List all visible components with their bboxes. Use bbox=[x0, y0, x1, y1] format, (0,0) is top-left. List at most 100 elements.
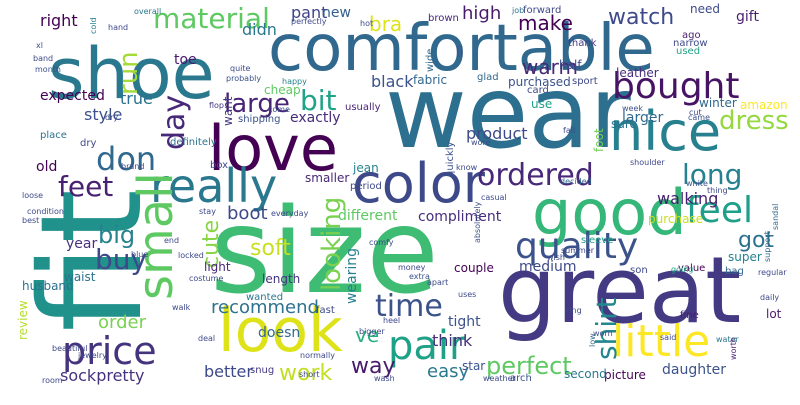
word-bra: bra bbox=[369, 12, 402, 36]
word-cold: cold bbox=[89, 17, 98, 34]
word-daily: daily bbox=[760, 293, 779, 302]
word-condition: condition bbox=[27, 207, 64, 216]
word-jewelry: jewelry bbox=[77, 351, 107, 360]
word-super: super bbox=[728, 250, 762, 264]
word-used: used bbox=[676, 46, 700, 57]
word-feet: feet bbox=[58, 170, 113, 203]
word-walk: walk bbox=[172, 303, 191, 312]
word-waist: waist bbox=[64, 270, 96, 284]
word-great: great bbox=[498, 237, 741, 344]
word-love: love bbox=[208, 112, 338, 185]
word-wanted: wanted bbox=[246, 292, 283, 303]
word-beautiful: beautiful bbox=[52, 344, 87, 353]
word-fine: fine bbox=[680, 310, 699, 321]
word-quickly: quickly bbox=[445, 141, 456, 177]
word-true: true bbox=[120, 89, 153, 108]
word-overall: overall bbox=[134, 7, 161, 16]
word-style: style bbox=[84, 105, 122, 124]
word-summer: summer bbox=[561, 246, 595, 255]
word-half: half bbox=[559, 58, 582, 72]
word-glad: glad bbox=[477, 72, 499, 83]
word-snug: snug bbox=[250, 365, 274, 376]
word-sandal: sandal bbox=[771, 204, 780, 230]
word-fit: fit bbox=[11, 189, 174, 332]
word-locked: locked bbox=[178, 251, 204, 260]
word-quality: quality bbox=[515, 226, 638, 267]
word-pair: pair bbox=[388, 323, 466, 369]
word-come: come bbox=[268, 105, 290, 114]
word-different: different bbox=[338, 208, 398, 224]
word-gift: gift bbox=[736, 9, 759, 25]
word-new: new bbox=[322, 5, 351, 21]
word-look: look bbox=[218, 296, 343, 366]
word-know: know bbox=[456, 163, 478, 172]
word-low: low bbox=[588, 333, 597, 347]
word-expected: expected bbox=[40, 88, 105, 104]
word-water: water bbox=[716, 335, 740, 344]
word-money: money bbox=[398, 263, 426, 272]
word-order: order bbox=[98, 312, 147, 333]
word-old: old bbox=[36, 159, 57, 175]
word-room: room bbox=[42, 376, 63, 385]
word-second: second bbox=[564, 367, 607, 381]
word-everyday: everyday bbox=[271, 209, 309, 218]
word-light: light bbox=[204, 260, 231, 274]
word-worn: worn bbox=[593, 329, 613, 338]
word-bag: bag bbox=[725, 266, 744, 277]
word-wearing: wearing bbox=[344, 248, 360, 304]
word-large: large bbox=[224, 89, 290, 119]
word-extra: extra bbox=[409, 272, 430, 281]
word-husband: husband bbox=[22, 279, 74, 293]
word-doesn: doesn bbox=[258, 325, 300, 341]
word-brand: brand bbox=[121, 162, 144, 171]
word-cut: cut bbox=[689, 108, 702, 117]
word-flop: flop bbox=[209, 101, 224, 110]
word-sure: sure bbox=[611, 117, 637, 131]
word-color: color bbox=[352, 152, 486, 215]
word-comfortable: comfortable bbox=[268, 12, 655, 86]
word-end: end bbox=[164, 236, 179, 245]
word-job: job bbox=[511, 6, 524, 15]
word-amazon: amazon bbox=[740, 98, 788, 112]
word-better: better bbox=[204, 362, 253, 381]
word-good: good bbox=[532, 176, 687, 249]
word-size: size bbox=[210, 182, 439, 320]
word-weather: weather bbox=[483, 374, 516, 383]
word-xl: xl bbox=[36, 41, 43, 50]
word-definitely: definitely bbox=[170, 137, 217, 148]
word-shoe: shoe bbox=[48, 33, 215, 115]
word-hand: hand bbox=[108, 23, 128, 32]
word-bought: bought bbox=[612, 66, 739, 107]
word-purchased: purchased bbox=[508, 75, 571, 89]
word-bigger: bigger bbox=[359, 327, 385, 336]
word-best: best bbox=[22, 216, 39, 225]
word-smaller: smaller bbox=[305, 171, 349, 185]
word-ago: ago bbox=[682, 30, 701, 41]
word-deal: deal bbox=[198, 334, 215, 343]
word-work: work bbox=[279, 361, 332, 386]
word-buy: buy bbox=[95, 243, 147, 276]
word-dry: dry bbox=[80, 138, 96, 149]
word-thing: thing bbox=[707, 186, 728, 195]
word-going: going bbox=[671, 265, 693, 274]
word-exactly: exactly bbox=[290, 110, 341, 126]
word-recommend: recommend bbox=[211, 297, 319, 318]
word-casual: casual bbox=[481, 193, 507, 202]
word-compliment: compliment bbox=[418, 209, 502, 225]
word-think: think bbox=[432, 331, 473, 350]
word-dry: dry bbox=[105, 113, 118, 122]
word-decided: decided bbox=[560, 177, 592, 186]
word-small: small bbox=[128, 172, 184, 300]
word-lot: lot bbox=[766, 307, 782, 321]
word-cheap: cheap bbox=[264, 83, 301, 97]
word-narrow: narrow bbox=[673, 38, 708, 49]
word-heel: heel bbox=[383, 316, 400, 325]
word-sockpretty: sockpretty bbox=[60, 366, 144, 385]
word-absolutely: absolutely bbox=[473, 201, 482, 243]
word-warm: warm bbox=[522, 55, 578, 79]
word-arch: arch bbox=[510, 373, 532, 384]
word-loose: loose bbox=[22, 191, 43, 200]
word-forward: forward bbox=[523, 5, 561, 16]
word-brown: brown bbox=[428, 13, 459, 24]
word-material: material bbox=[153, 2, 270, 35]
